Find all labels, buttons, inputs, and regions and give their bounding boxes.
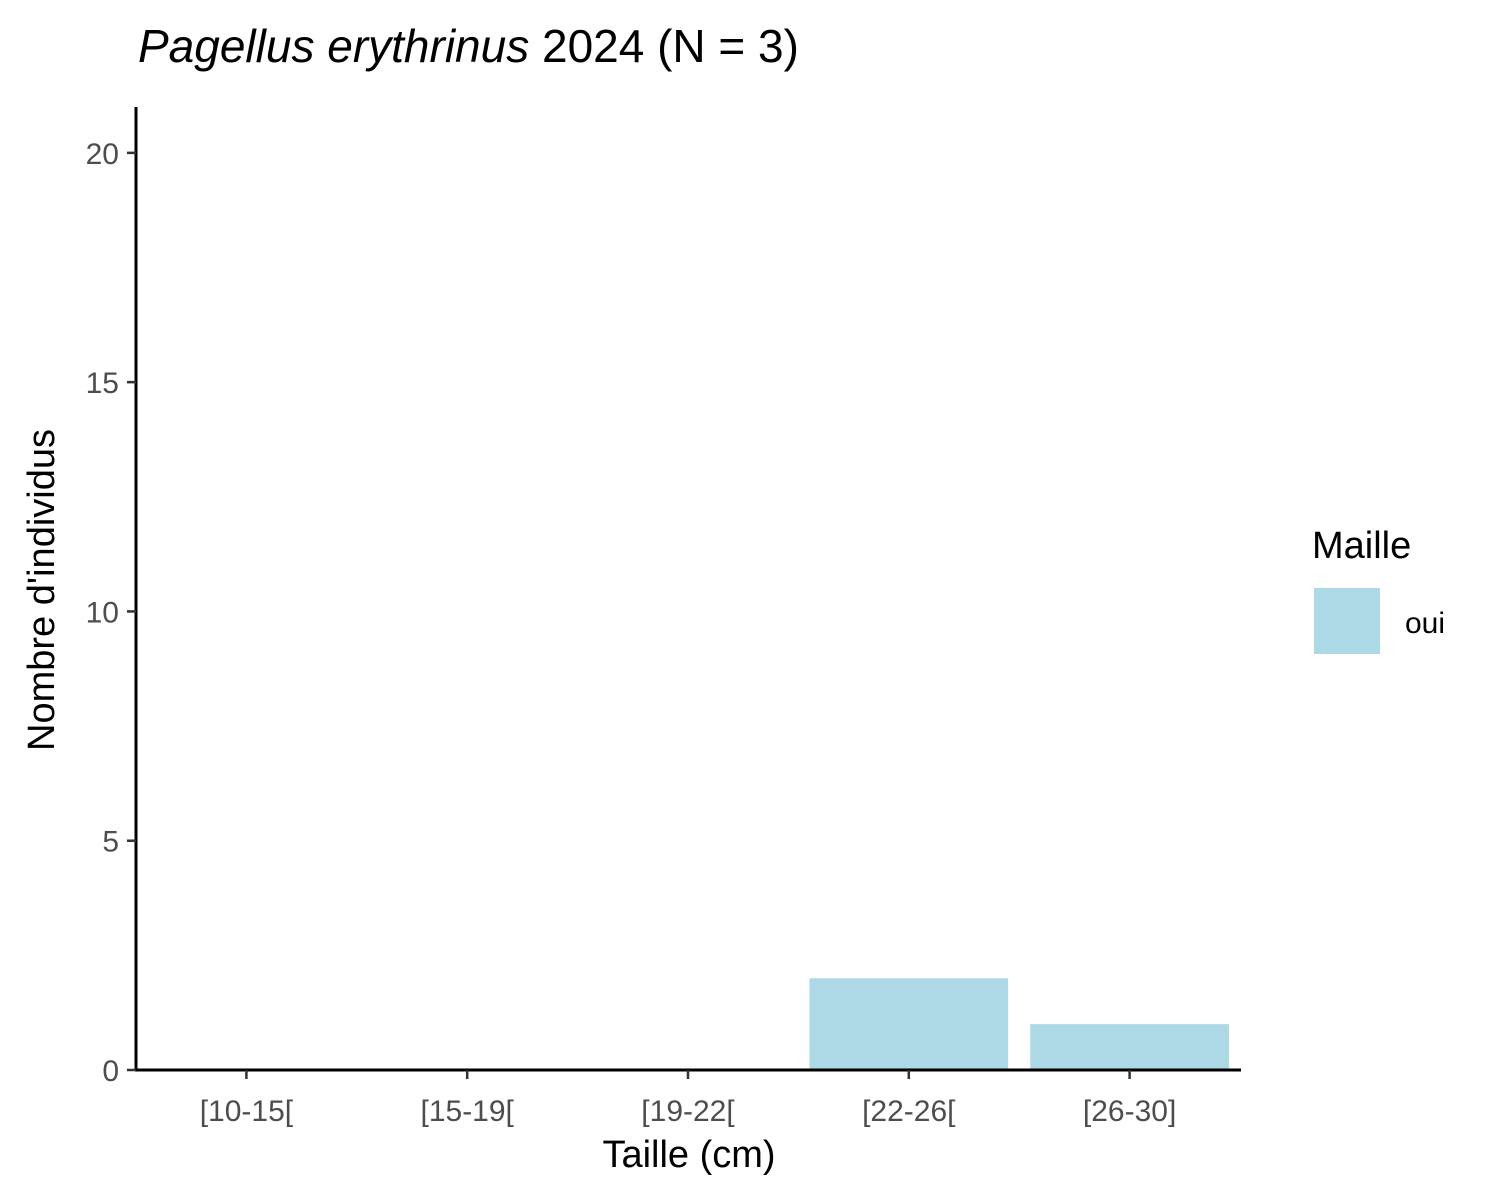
- y-tick-label: 5: [102, 826, 119, 859]
- y-axis-ticks: 0 5 10 15 20: [86, 138, 136, 1088]
- y-tick-label: 20: [86, 138, 119, 171]
- chart-title: Pagellus erythrinus 2024 (N = 3): [138, 20, 799, 72]
- x-axis-ticks: [10-15[ [15-19[ [19-22[ [22-26[ [26-30]: [200, 1070, 1176, 1128]
- x-tick-label: [22-26[: [862, 1095, 956, 1128]
- bar: [1030, 1024, 1229, 1070]
- y-tick-label: 10: [86, 596, 119, 629]
- x-tick-label: [26-30]: [1083, 1095, 1176, 1128]
- legend: Maille oui: [1312, 525, 1445, 654]
- x-axis-title: Taille (cm): [602, 1134, 775, 1176]
- bar: [809, 978, 1009, 1070]
- chart-title-species: Pagellus erythrinus: [138, 20, 529, 72]
- x-tick-label: [15-19[: [420, 1095, 514, 1128]
- y-tick-label: 15: [86, 367, 119, 400]
- y-tick-label: 0: [102, 1055, 119, 1088]
- legend-key-oui: [1314, 588, 1380, 654]
- x-tick-label: [19-22[: [641, 1095, 735, 1128]
- y-axis-title: Nombre d'individus: [21, 429, 63, 751]
- plot-area: [809, 978, 1229, 1070]
- x-tick-label: [10-15[: [200, 1095, 294, 1128]
- legend-title: Maille: [1312, 525, 1411, 567]
- legend-label-oui: oui: [1405, 607, 1445, 640]
- chart-title-suffix: 2024 (N = 3): [529, 20, 799, 72]
